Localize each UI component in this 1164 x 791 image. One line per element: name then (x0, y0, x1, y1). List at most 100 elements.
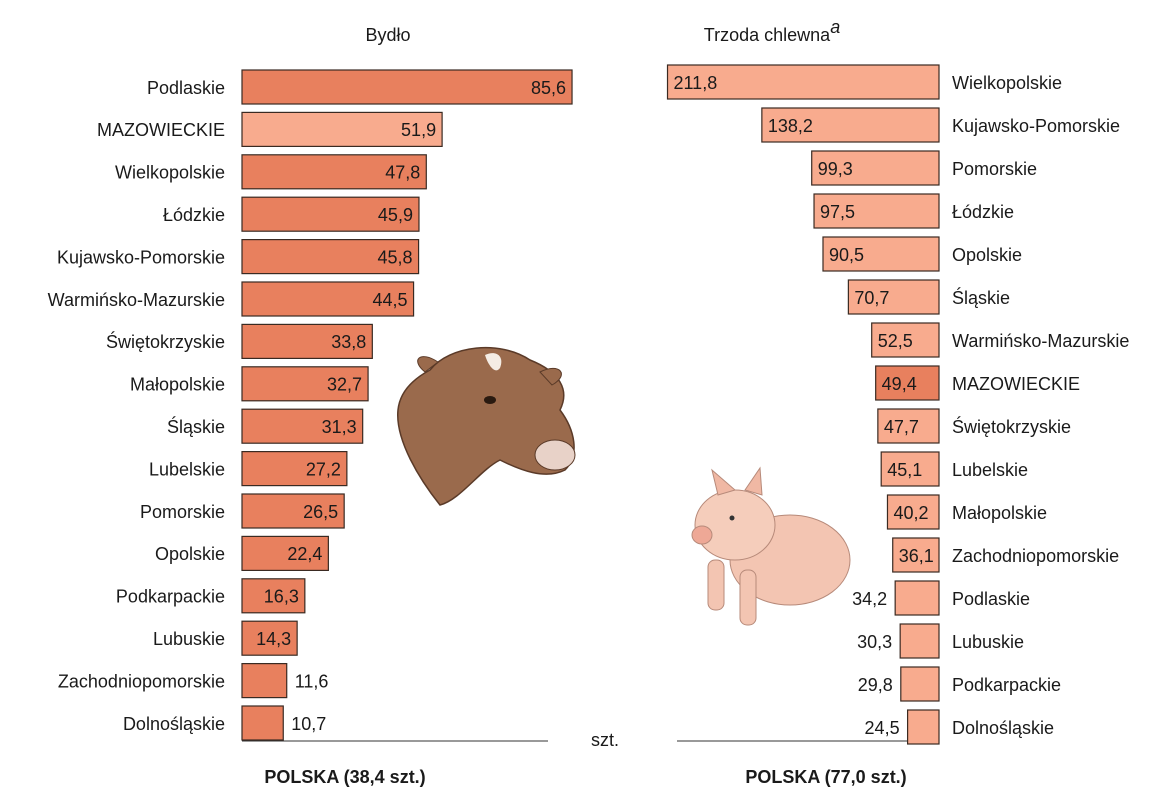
value-label: 14,3 (256, 629, 291, 649)
bar (875, 365, 940, 401)
chart-title: Bydło (365, 25, 410, 45)
value-label: 99,3 (818, 159, 853, 179)
category-label: Zachodniopomorskie (952, 546, 1119, 566)
bar (241, 239, 420, 275)
title-note: a (830, 17, 840, 37)
value-label: 29,8 (858, 675, 893, 695)
bar (900, 666, 940, 702)
bar (241, 111, 443, 148)
category-label: Podkarpackie (952, 675, 1061, 695)
category-label: Dolnośląskie (952, 718, 1054, 738)
value-label: 11,6 (295, 671, 329, 691)
category-label: Kujawsko-Pomorskie (952, 116, 1120, 136)
category-label: Małopolskie (130, 375, 225, 395)
value-label: 36,1 (899, 546, 934, 566)
bar (847, 279, 940, 315)
bar (761, 107, 940, 143)
category-label: Opolskie (155, 544, 225, 564)
bar (811, 150, 940, 186)
bar (892, 537, 940, 573)
pig-illustration (691, 466, 851, 626)
bar (666, 64, 940, 100)
value-label: 85,6 (531, 78, 566, 98)
value-label: 90,5 (829, 245, 864, 265)
value-label: 33,8 (331, 332, 366, 352)
category-label: Lubelskie (149, 459, 225, 479)
value-label: 47,8 (385, 163, 420, 183)
value-label: 16,3 (264, 587, 299, 607)
value-label: 138,2 (768, 116, 813, 136)
bar (241, 196, 420, 232)
bar (822, 236, 940, 272)
value-label: 47,7 (884, 417, 919, 437)
category-label: Wielkopolskie (952, 73, 1062, 93)
bar (241, 281, 415, 317)
value-label: 34,2 (852, 589, 887, 609)
value-label: 22,4 (287, 544, 322, 564)
bar (241, 578, 306, 614)
cow-illustration (397, 347, 576, 506)
value-label: 70,7 (854, 288, 889, 308)
value-label: 45,9 (378, 205, 413, 225)
value-label: 10,7 (291, 714, 326, 734)
value-label: 30,3 (857, 632, 892, 652)
value-label: 49,4 (882, 374, 917, 394)
bar (241, 154, 427, 190)
category-label: Podlaskie (952, 589, 1030, 609)
bar (241, 662, 288, 699)
category-label: Lubuskie (153, 629, 225, 649)
bar (241, 366, 369, 402)
bar (241, 705, 284, 741)
value-label: 51,9 (401, 120, 436, 140)
unit-label: szt. (591, 730, 619, 750)
bar (241, 69, 573, 105)
value-label: 26,5 (303, 502, 338, 522)
bar (241, 620, 298, 656)
category-label: Podlaskie (147, 78, 225, 98)
category-label: Opolskie (952, 245, 1022, 265)
category-label: Warmińsko-Mazurskie (952, 331, 1129, 351)
bar (241, 493, 345, 529)
bar (241, 451, 348, 487)
category-label: Śląskie (952, 287, 1010, 308)
footer: POLSKA (38,4 szt.) (264, 767, 425, 787)
category-label: Kujawsko-Pomorskie (57, 247, 225, 267)
category-label: Pomorskie (952, 159, 1037, 179)
category-label: Wielkopolskie (115, 163, 225, 183)
category-label: Dolnośląskie (123, 714, 225, 734)
value-label: 45,8 (378, 247, 413, 267)
value-label: 52,5 (878, 331, 913, 351)
category-label: Podkarpackie (116, 587, 225, 607)
value-label: 40,2 (893, 503, 928, 523)
category-label: Małopolskie (952, 503, 1047, 523)
category-label: Zachodniopomorskie (58, 671, 225, 691)
value-label: 45,1 (887, 460, 922, 480)
bar (877, 408, 940, 444)
bar (241, 323, 373, 359)
bar (899, 623, 940, 659)
bar (880, 451, 940, 487)
category-label: Łódzkie (952, 202, 1014, 222)
category-label: Pomorskie (140, 502, 225, 522)
bar (894, 580, 940, 616)
value-label: 97,5 (820, 202, 855, 222)
category-label: Łódzkie (163, 205, 225, 225)
category-label: Świętokrzyskie (106, 331, 225, 352)
bar (886, 494, 940, 530)
bar (813, 193, 940, 229)
footer: POLSKA (77,0 szt.) (745, 767, 906, 787)
category-label: Warmińsko-Mazurskie (48, 290, 225, 310)
bar (871, 322, 940, 358)
value-label: 44,5 (373, 290, 408, 310)
chart-title: Trzoda chlewnaa (704, 17, 840, 45)
value-label: 24,5 (865, 718, 900, 738)
value-label: 27,2 (306, 459, 341, 479)
category-label: Świętokrzyskie (952, 416, 1071, 437)
category-label: Lubelskie (952, 460, 1028, 480)
value-label: 32,7 (327, 375, 362, 395)
bar (241, 408, 364, 444)
category-label: MAZOWIECKIE (97, 120, 225, 140)
value-label: 31,3 (322, 417, 357, 437)
value-label: 211,8 (674, 73, 718, 93)
